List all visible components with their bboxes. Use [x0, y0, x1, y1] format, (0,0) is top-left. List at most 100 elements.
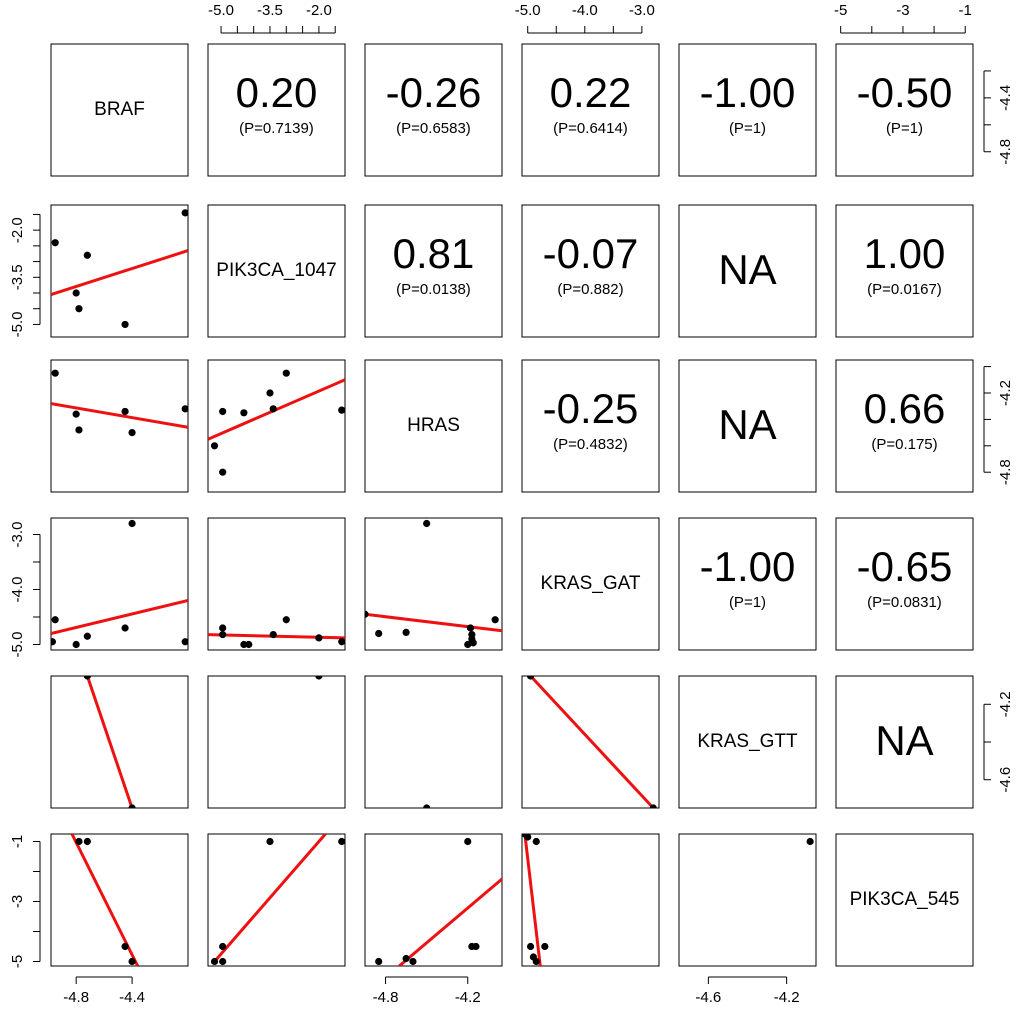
regression-line	[213, 834, 327, 963]
data-point	[51, 638, 56, 646]
data-point	[121, 320, 129, 329]
panel-frame	[207, 833, 346, 967]
x-tick-label: -5	[834, 2, 847, 19]
p-value-label: (P=0.6414)	[553, 120, 628, 137]
panel-frame	[207, 43, 346, 177]
panel-frame	[678, 833, 817, 967]
x-tick-label: -4.2	[774, 989, 800, 1006]
data-point	[219, 624, 227, 632]
p-value-label: (P=1)	[729, 594, 766, 611]
data-point	[210, 957, 219, 966]
panel-frame	[364, 833, 503, 967]
data-point	[121, 407, 129, 416]
y-tick-label: -4.8	[997, 459, 1014, 485]
data-point	[240, 409, 248, 417]
panel-frame	[521, 43, 660, 177]
data-point	[72, 289, 80, 297]
data-point	[365, 610, 369, 618]
panel-frame	[678, 675, 817, 809]
data-point	[245, 640, 253, 649]
y-tick-label: -3	[9, 895, 26, 908]
panel-frame	[521, 675, 660, 809]
data-point	[409, 957, 417, 966]
panel-frame	[50, 675, 189, 809]
panel-frame	[207, 675, 346, 809]
data-point	[128, 804, 136, 808]
data-point	[181, 209, 188, 217]
data-point	[266, 389, 274, 397]
panel-frame	[521, 517, 660, 651]
variable-label: KRAS_GAT	[541, 573, 641, 594]
correlation-value: -1.00	[700, 543, 796, 590]
data-point	[423, 804, 431, 808]
panel-frame	[835, 204, 974, 338]
y-tick-label: -4.2	[997, 691, 1014, 717]
data-point	[121, 624, 129, 632]
data-point	[219, 631, 227, 639]
panel-frame	[364, 204, 503, 338]
data-point	[806, 837, 814, 846]
regression-line	[365, 612, 502, 633]
data-point	[375, 629, 383, 638]
data-point	[375, 957, 383, 966]
correlation-value: -1.00	[700, 69, 796, 116]
data-point	[83, 676, 91, 680]
panel-frame	[50, 43, 189, 177]
data-point	[526, 676, 535, 680]
data-point	[75, 837, 83, 846]
data-point	[210, 442, 219, 450]
panel-frame	[207, 204, 346, 338]
data-point	[51, 616, 59, 624]
correlation-value: 0.22	[550, 69, 632, 116]
panel-frame	[521, 359, 660, 493]
data-point	[128, 519, 136, 528]
y-tick-label: -4.4	[997, 85, 1014, 111]
data-point	[315, 676, 323, 680]
data-point	[282, 616, 290, 624]
data-point	[472, 942, 480, 951]
x-tick-label: -1	[959, 2, 972, 19]
p-value-label: (P=0.6583)	[396, 120, 471, 137]
data-point	[464, 640, 472, 649]
panel-frame	[364, 359, 503, 493]
data-point	[282, 369, 290, 377]
data-point	[51, 239, 59, 247]
data-point	[338, 638, 345, 646]
correlation-value: -0.26	[386, 69, 482, 116]
p-value-label: (P=1)	[729, 120, 766, 137]
regression-line	[85, 676, 134, 808]
p-value-label: (P=0.0138)	[396, 281, 471, 298]
data-point	[315, 634, 323, 642]
panel-frame	[835, 833, 974, 967]
data-point	[649, 804, 657, 808]
correlation-value: -0.07	[543, 230, 639, 277]
x-tick-label: -4.0	[572, 2, 598, 19]
data-point	[75, 426, 83, 434]
correlation-value: -0.50	[857, 69, 953, 116]
correlation-value: -0.25	[543, 385, 639, 432]
panel-frame	[678, 43, 817, 177]
data-point	[83, 837, 91, 846]
data-point	[269, 631, 277, 639]
data-point	[532, 957, 540, 966]
panel-frame	[207, 359, 346, 493]
regression-line	[51, 599, 188, 635]
p-value-label: (P=0.0831)	[867, 594, 942, 611]
y-tick-label: -4.2	[997, 380, 1014, 406]
x-tick-label: -4.6	[695, 989, 721, 1006]
panel-frame	[835, 675, 974, 809]
data-point	[491, 616, 499, 624]
data-point	[541, 942, 549, 951]
y-tick-label: -3.0	[9, 522, 26, 548]
data-point	[72, 410, 80, 418]
data-point	[83, 632, 91, 640]
y-tick-label: -3.5	[9, 264, 26, 290]
data-point	[83, 251, 91, 259]
panel-frame	[678, 517, 817, 651]
panel-frame	[364, 43, 503, 177]
regression-line	[398, 877, 502, 966]
data-point	[526, 942, 535, 951]
regression-line	[529, 676, 655, 808]
y-tick-label: -2.0	[9, 217, 26, 243]
